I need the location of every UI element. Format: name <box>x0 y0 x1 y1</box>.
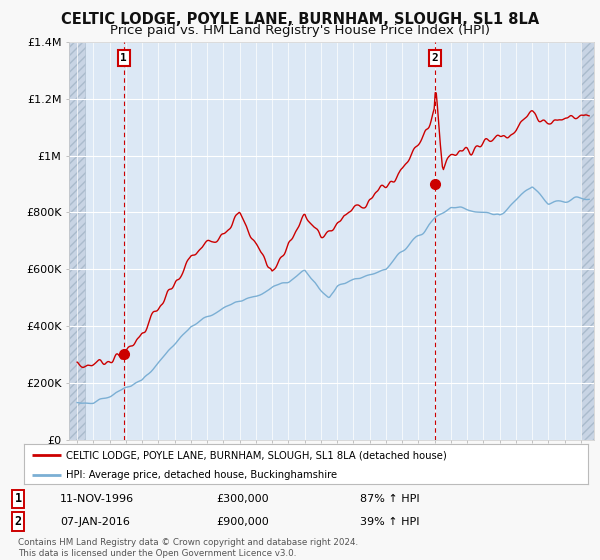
Text: 39% ↑ HPI: 39% ↑ HPI <box>360 516 419 526</box>
Text: 1: 1 <box>121 53 127 63</box>
Text: 2: 2 <box>432 53 439 63</box>
Text: Contains HM Land Registry data © Crown copyright and database right 2024.
This d: Contains HM Land Registry data © Crown c… <box>18 539 358 558</box>
Text: £300,000: £300,000 <box>216 494 269 503</box>
Text: 2: 2 <box>14 515 22 528</box>
Text: CELTIC LODGE, POYLE LANE, BURNHAM, SLOUGH, SL1 8LA: CELTIC LODGE, POYLE LANE, BURNHAM, SLOUG… <box>61 12 539 27</box>
Text: 87% ↑ HPI: 87% ↑ HPI <box>360 494 419 503</box>
Bar <box>69 42 85 440</box>
Text: 1: 1 <box>14 492 22 505</box>
Text: CELTIC LODGE, POYLE LANE, BURNHAM, SLOUGH, SL1 8LA (detached house): CELTIC LODGE, POYLE LANE, BURNHAM, SLOUG… <box>66 450 447 460</box>
Text: 07-JAN-2016: 07-JAN-2016 <box>60 516 130 526</box>
Text: £900,000: £900,000 <box>216 516 269 526</box>
Bar <box>69 42 85 440</box>
Text: Price paid vs. HM Land Registry's House Price Index (HPI): Price paid vs. HM Land Registry's House … <box>110 24 490 36</box>
Bar <box>581 42 594 440</box>
Bar <box>581 42 594 440</box>
Text: 11-NOV-1996: 11-NOV-1996 <box>60 494 134 503</box>
Text: HPI: Average price, detached house, Buckinghamshire: HPI: Average price, detached house, Buck… <box>66 470 337 480</box>
